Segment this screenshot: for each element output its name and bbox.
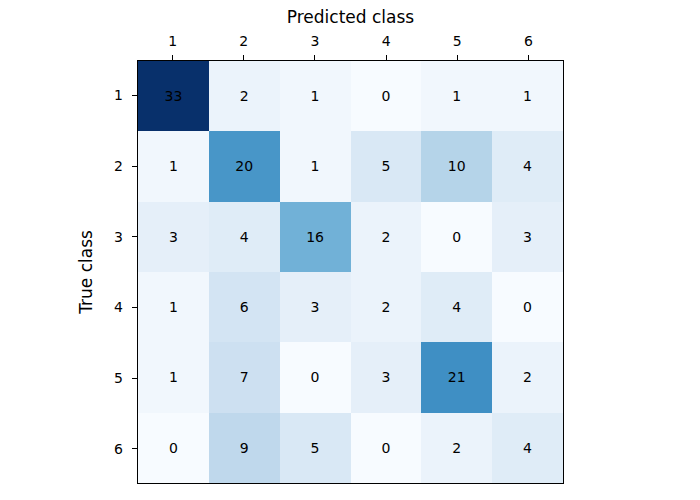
matrix-cell: 4 [492,131,563,201]
matrix-cell: 2 [492,342,563,412]
matrix-cell: 5 [351,131,422,201]
x-tick-label: 4 [351,33,422,50]
heatmap-grid: 3321011120151043416203163240170321209502… [138,61,563,483]
matrix-cell: 0 [421,202,492,272]
matrix-cell: 5 [280,413,351,483]
matrix-cell: 1 [138,342,209,412]
y-tick-label: 6 [95,413,123,484]
matrix-cell: 7 [209,342,280,412]
matrix-cell: 10 [421,131,492,201]
y-tick-label: 4 [95,272,123,343]
matrix-cell: 2 [421,413,492,483]
matrix-cell: 20 [209,131,280,201]
matrix-cell: 1 [138,272,209,342]
x-tick-label: 2 [208,33,279,50]
confusion-matrix-figure: Predicted class True class 123456 123456… [0,0,700,500]
x-tick-label: 3 [279,33,350,50]
y-tick-label: 2 [95,131,123,202]
x-tick-label: 1 [137,33,208,50]
matrix-cell: 0 [492,272,563,342]
x-tick-label: 5 [422,33,493,50]
matrix-cell: 3 [280,272,351,342]
matrix-cell: 4 [421,272,492,342]
y-axis-title: True class [76,230,96,314]
matrix-cell: 0 [280,342,351,412]
x-tick-labels: 123456 [137,33,564,50]
matrix-cell: 0 [351,413,422,483]
matrix-cell: 3 [492,202,563,272]
matrix-cell: 9 [209,413,280,483]
matrix-cell: 2 [351,272,422,342]
matrix-cell: 1 [138,131,209,201]
matrix-cell: 3 [138,202,209,272]
matrix-cell: 0 [351,61,422,131]
y-tick-label: 3 [95,201,123,272]
x-axis-title: Predicted class [137,7,564,27]
matrix-cell: 6 [209,272,280,342]
matrix-cell: 0 [138,413,209,483]
y-tick-label: 1 [95,60,123,131]
matrix-cell: 1 [492,61,563,131]
matrix-cell: 1 [280,131,351,201]
matrix-cell: 2 [209,61,280,131]
y-tick-label: 5 [95,343,123,414]
matrix-cell: 2 [351,202,422,272]
matrix-cell: 4 [492,413,563,483]
matrix-cell: 3 [351,342,422,412]
matrix-cell: 1 [421,61,492,131]
y-tick-labels: 123456 [95,60,123,484]
matrix-cell: 16 [280,202,351,272]
matrix-cell: 1 [280,61,351,131]
matrix-cell: 33 [138,61,209,131]
matrix-cell: 21 [421,342,492,412]
heatmap-axes: 3321011120151043416203163240170321209502… [137,60,564,484]
matrix-cell: 4 [209,202,280,272]
x-tick-label: 6 [493,33,564,50]
